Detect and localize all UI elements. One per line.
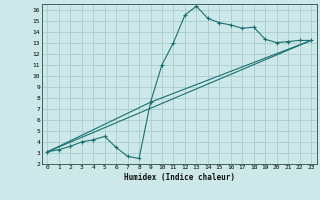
X-axis label: Humidex (Indice chaleur): Humidex (Indice chaleur) [124, 173, 235, 182]
